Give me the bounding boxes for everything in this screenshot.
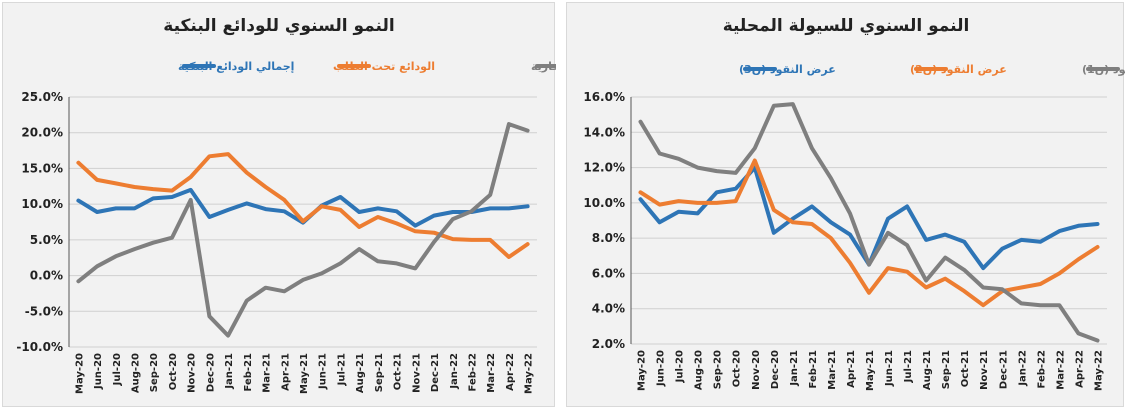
x-tick-label: Nov-21 [979, 350, 990, 390]
x-tick-label: Mar-22 [486, 353, 497, 393]
x-tick-label: Jul-20 [675, 350, 686, 383]
x-tick-label: Jul-20 [112, 353, 123, 386]
y-tick-label: 2.0% [592, 337, 625, 351]
chart-title: النمو السنوي للودائع البنكية [163, 16, 394, 36]
x-tick-label: Nov-20 [187, 353, 198, 393]
x-tick-label: Dec-21 [430, 353, 441, 392]
y-tick-label: -5.0% [25, 304, 63, 318]
x-tick-label: Dec-20 [770, 350, 781, 389]
chart-title: النمو السنوي للسيولة المحلية [723, 16, 970, 36]
y-tick-label: 14.0% [583, 125, 625, 139]
x-tick-label: May-21 [865, 350, 876, 391]
x-tick-label: Aug-20 [131, 353, 142, 393]
x-tick-label: Apr-22 [1074, 350, 1085, 388]
x-tick-label: Oct-21 [393, 353, 404, 390]
series-line-1 [638, 165, 1100, 271]
x-tick-label: Mar-21 [262, 353, 273, 393]
x-tick-label: Nov-20 [751, 350, 762, 390]
y-tick-label: 15.0% [21, 161, 63, 175]
chart-panel-bank-deposits: النمو السنوي للودائع البنكية إجمالي الودا… [2, 2, 556, 407]
x-tick-label: Jun-20 [656, 350, 667, 387]
x-tick-label: Sep-20 [149, 353, 160, 392]
x-tick-label: Dec-21 [998, 350, 1009, 389]
series-line-3 [638, 102, 1100, 343]
y-tick-label: 25.0% [21, 90, 63, 104]
x-tick-label: Mar-21 [827, 350, 838, 390]
y-tick-label: 4.0% [592, 302, 625, 316]
legend-label: عرض النقود (ن2) [910, 63, 1007, 76]
bank-deposits-chart: النمو السنوي للودائع البنكية إجمالي الودا… [16, 16, 556, 394]
legend-label: الودائع تحت الطلب [333, 60, 435, 73]
x-tick-label: Jul-21 [336, 353, 347, 386]
x-tick-label: Oct-21 [960, 350, 971, 387]
y-tick-label: 16.0% [583, 90, 625, 104]
y-tick-label: 5.0% [30, 233, 63, 247]
y-tick-label: 6.0% [592, 266, 625, 280]
x-tick-label: Sep-21 [374, 353, 385, 392]
chart-panel-money-supply: النمو السنوي للسيولة المحلية عرض النقود (… [566, 2, 1125, 407]
x-tick-label: May-20 [637, 350, 648, 391]
y-tick-label: 10.0% [21, 197, 63, 211]
x-tick-label: Jan-21 [789, 350, 800, 387]
legend-label: عرض النقود (ن3) [739, 63, 836, 76]
y-tick-label: 12.0% [583, 161, 625, 175]
x-tick-label: Feb-21 [808, 350, 819, 388]
x-tick-label: Jun-21 [318, 353, 329, 390]
x-tick-label: Aug-21 [922, 350, 933, 390]
x-tick-label: Apr-21 [280, 353, 291, 391]
x-tick-label: May-21 [299, 353, 310, 394]
series-line-3 [76, 122, 530, 338]
series-line-2 [76, 152, 530, 259]
x-tick-label: Apr-22 [505, 353, 516, 391]
x-tick-label: Apr-21 [846, 350, 857, 388]
x-tick-label: Jun-21 [884, 350, 895, 387]
x-tick-label: Mar-22 [1055, 350, 1066, 390]
x-tick-label: Aug-21 [355, 353, 366, 393]
x-tick-label: Jan-22 [449, 353, 460, 390]
x-tick-label: Sep-20 [713, 350, 724, 389]
x-tick-label: Feb-21 [243, 353, 254, 391]
x-tick-label: Jun-20 [93, 353, 104, 390]
x-tick-label: Oct-20 [168, 353, 179, 390]
x-tick-label: May-22 [1093, 350, 1104, 391]
x-tick-label: Jan-22 [1017, 350, 1028, 387]
y-tick-label: -10.0% [16, 340, 63, 354]
x-tick-label: Feb-22 [467, 353, 478, 391]
legend-label: إجمالي الودائع البنكية [178, 60, 294, 73]
x-tick-label: Jan-21 [224, 353, 235, 390]
x-tick-label: May-20 [74, 353, 85, 394]
x-tick-label: Nov-21 [411, 353, 422, 393]
y-tick-label: 10.0% [583, 196, 625, 210]
money-supply-chart: النمو السنوي للسيولة المحلية عرض النقود (… [583, 16, 1125, 391]
y-tick-label: 0.0% [30, 269, 63, 283]
x-tick-label: Aug-20 [694, 350, 705, 390]
x-tick-label: Oct-20 [732, 350, 743, 387]
x-tick-label: May-22 [524, 353, 535, 394]
x-tick-label: Sep-21 [941, 350, 952, 389]
y-tick-label: 8.0% [592, 231, 625, 245]
y-tick-label: 20.0% [21, 126, 63, 140]
series-line-2 [638, 158, 1100, 308]
x-tick-label: Jul-21 [903, 350, 914, 383]
x-tick-label: Feb-22 [1036, 350, 1047, 388]
x-tick-label: Dec-20 [205, 353, 216, 392]
